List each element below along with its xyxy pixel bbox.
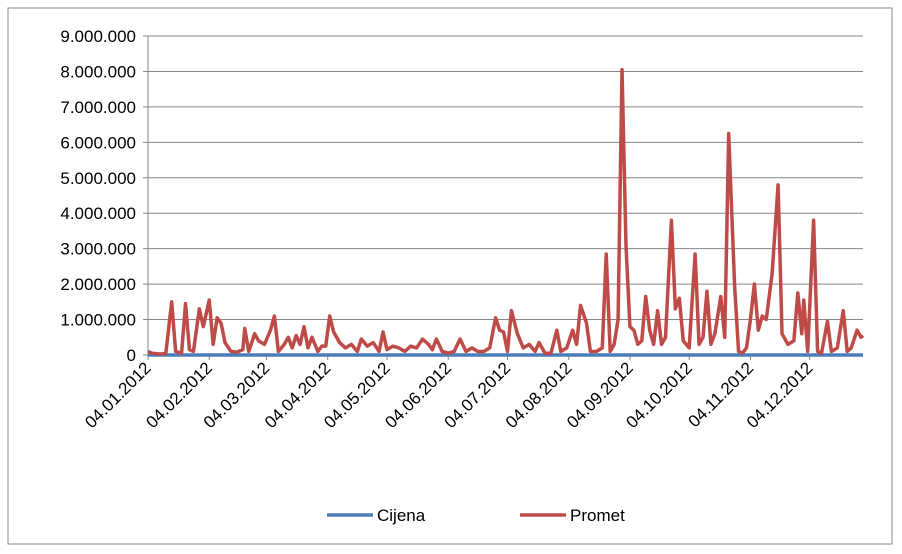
y-tick-label: 8.000.000 [60,62,136,81]
y-tick-label: 0 [127,346,136,365]
legend-label: Promet [570,506,625,525]
chart-frame [7,7,893,545]
y-tick-label: 3.000.000 [60,240,136,259]
y-tick-label: 9.000.000 [60,27,136,46]
y-tick-label: 7.000.000 [60,98,136,117]
y-tick-label: 4.000.000 [60,204,136,223]
y-tick-label: 5.000.000 [60,169,136,188]
y-tick-label: 2.000.000 [60,275,136,294]
legend-label: Cijena [377,506,426,525]
y-tick-label: 6.000.000 [60,133,136,152]
line-series [147,67,865,356]
y-tick-label: 1.000.000 [60,311,136,330]
